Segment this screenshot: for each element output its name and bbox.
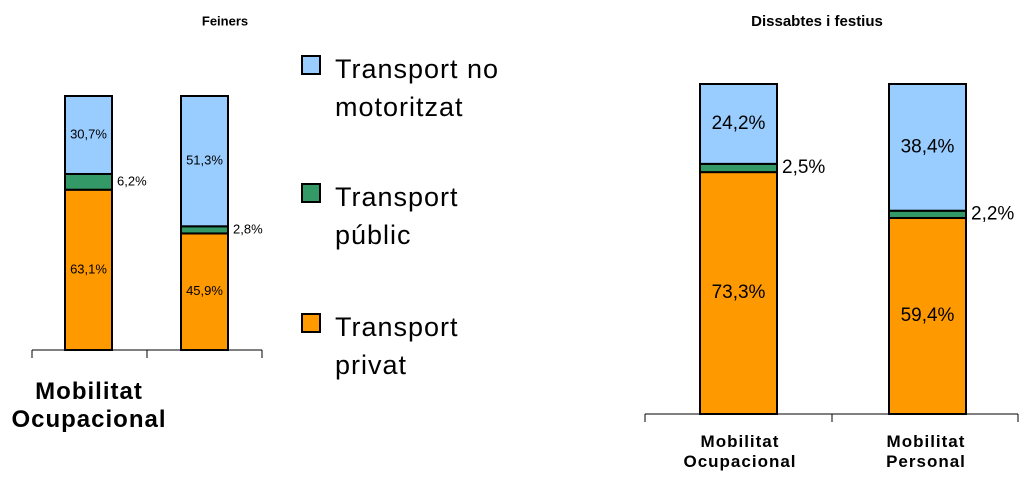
value-label: 59,4%	[901, 305, 955, 326]
value-label: 38,4%	[901, 136, 955, 157]
value-label: 2,5%	[782, 157, 825, 178]
legend-swatch	[301, 313, 321, 333]
bar-segment	[888, 216, 967, 415]
bar-segment	[699, 83, 778, 165]
legend-swatch	[301, 183, 321, 203]
bar-segment	[888, 209, 967, 219]
legend-label: Transport no motoritzat	[335, 54, 500, 122]
bar-segment	[699, 171, 778, 415]
bar-segment	[180, 95, 229, 228]
value-label: 63,1%	[70, 261, 107, 276]
bar-segment	[180, 232, 229, 351]
legend-label: Transport públic	[335, 182, 459, 250]
x-tick-label: Mobilitat Ocupacional	[11, 378, 167, 433]
bar-segment	[699, 162, 778, 174]
value-label: 2,2%	[971, 203, 1014, 224]
value-label: 6,2%	[117, 173, 147, 188]
bar-segment	[64, 95, 113, 175]
value-label: 30,7%	[70, 126, 107, 141]
legend-swatch	[301, 55, 321, 75]
chart-title: Dissabtes i festius	[751, 13, 883, 30]
value-label: 51,3%	[186, 153, 223, 168]
value-label: 2,8%	[233, 221, 263, 236]
value-label: 45,9%	[186, 283, 223, 298]
x-tick-label: Mobilitat Personal	[886, 432, 966, 471]
bar-segment	[888, 83, 967, 212]
value-label: 24,2%	[712, 113, 766, 134]
bar-segment	[180, 225, 229, 235]
x-tick-label: Mobilitat Ocupacional	[683, 432, 797, 471]
chart-title: Feiners	[202, 13, 248, 28]
legend-label: Transport privat	[335, 312, 459, 380]
value-label: 73,3%	[712, 282, 766, 303]
bar-segment	[64, 172, 113, 191]
